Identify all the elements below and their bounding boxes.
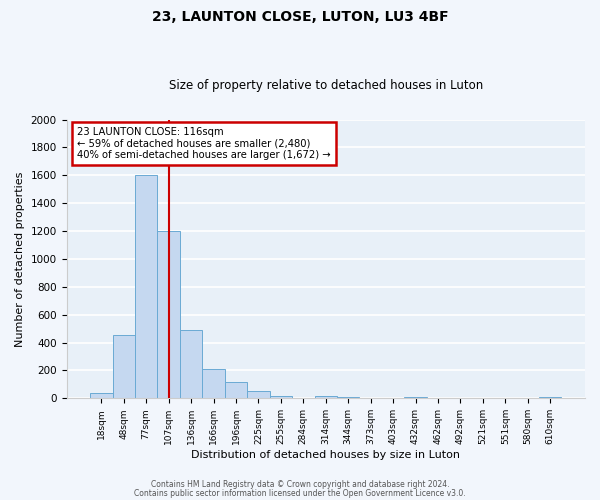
Bar bbox=[202, 369, 225, 398]
Bar bbox=[225, 382, 247, 398]
Bar bbox=[404, 397, 427, 398]
Text: 23 LAUNTON CLOSE: 116sqm
← 59% of detached houses are smaller (2,480)
40% of sem: 23 LAUNTON CLOSE: 116sqm ← 59% of detach… bbox=[77, 126, 331, 160]
Text: Contains public sector information licensed under the Open Government Licence v3: Contains public sector information licen… bbox=[134, 488, 466, 498]
X-axis label: Distribution of detached houses by size in Luton: Distribution of detached houses by size … bbox=[191, 450, 460, 460]
Text: 23, LAUNTON CLOSE, LUTON, LU3 4BF: 23, LAUNTON CLOSE, LUTON, LU3 4BF bbox=[152, 10, 448, 24]
Bar bbox=[337, 397, 359, 398]
Bar bbox=[135, 176, 157, 398]
Bar bbox=[269, 396, 292, 398]
Bar bbox=[90, 394, 113, 398]
Bar bbox=[539, 397, 562, 398]
Text: Contains HM Land Registry data © Crown copyright and database right 2024.: Contains HM Land Registry data © Crown c… bbox=[151, 480, 449, 489]
Bar bbox=[247, 392, 269, 398]
Bar bbox=[314, 396, 337, 398]
Bar bbox=[180, 330, 202, 398]
Bar bbox=[113, 335, 135, 398]
Bar bbox=[157, 231, 180, 398]
Title: Size of property relative to detached houses in Luton: Size of property relative to detached ho… bbox=[169, 79, 483, 92]
Y-axis label: Number of detached properties: Number of detached properties bbox=[15, 172, 25, 346]
